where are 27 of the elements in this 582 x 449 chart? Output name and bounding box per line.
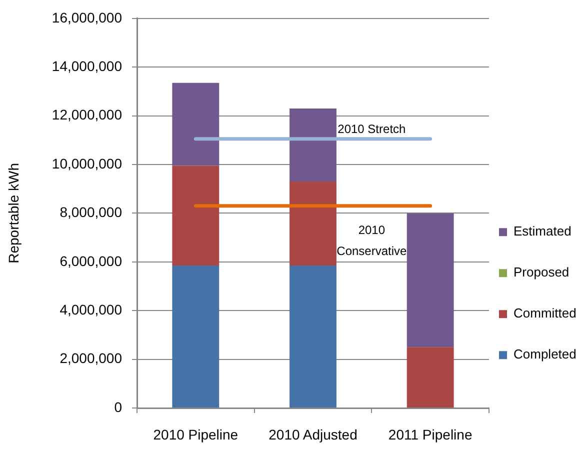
bar [406,347,454,408]
y-tick-label: 6,000,000 [60,252,122,269]
y-tick-label: 14,000,000 [52,58,122,74]
bar [290,108,336,182]
y-tick-label: 16,000,000 [52,9,122,26]
y-axis-title: Reportable kWh [5,163,22,264]
bar [290,266,336,408]
y-tick-label: 0 [114,398,122,415]
y-tick-label: 10,000,000 [52,155,122,172]
legend-label: Estimated [514,224,572,239]
bar [172,82,220,166]
y-tick-label: 4,000,000 [60,301,122,318]
y-tick-label: 12,000,000 [52,106,122,123]
bar [290,182,336,266]
x-tick-label: 2011 Pipeline [388,426,472,442]
y-tick-label: 2,000,000 [60,350,122,366]
legend-label: Proposed [514,264,570,280]
ref-line-label: 2010 Conservative [336,223,408,258]
ref-line-label: 2010 Stretch [338,122,406,136]
legend-label: Committed [514,306,576,321]
bar [172,266,220,408]
x-tick-label: 2010 Pipeline [153,426,238,442]
bar [406,213,454,348]
x-tick-label: 2010 Adjusted [268,426,358,442]
bar [172,166,220,266]
y-tick-label: 8,000,000 [60,204,122,220]
legend-label: Completed [514,346,576,362]
